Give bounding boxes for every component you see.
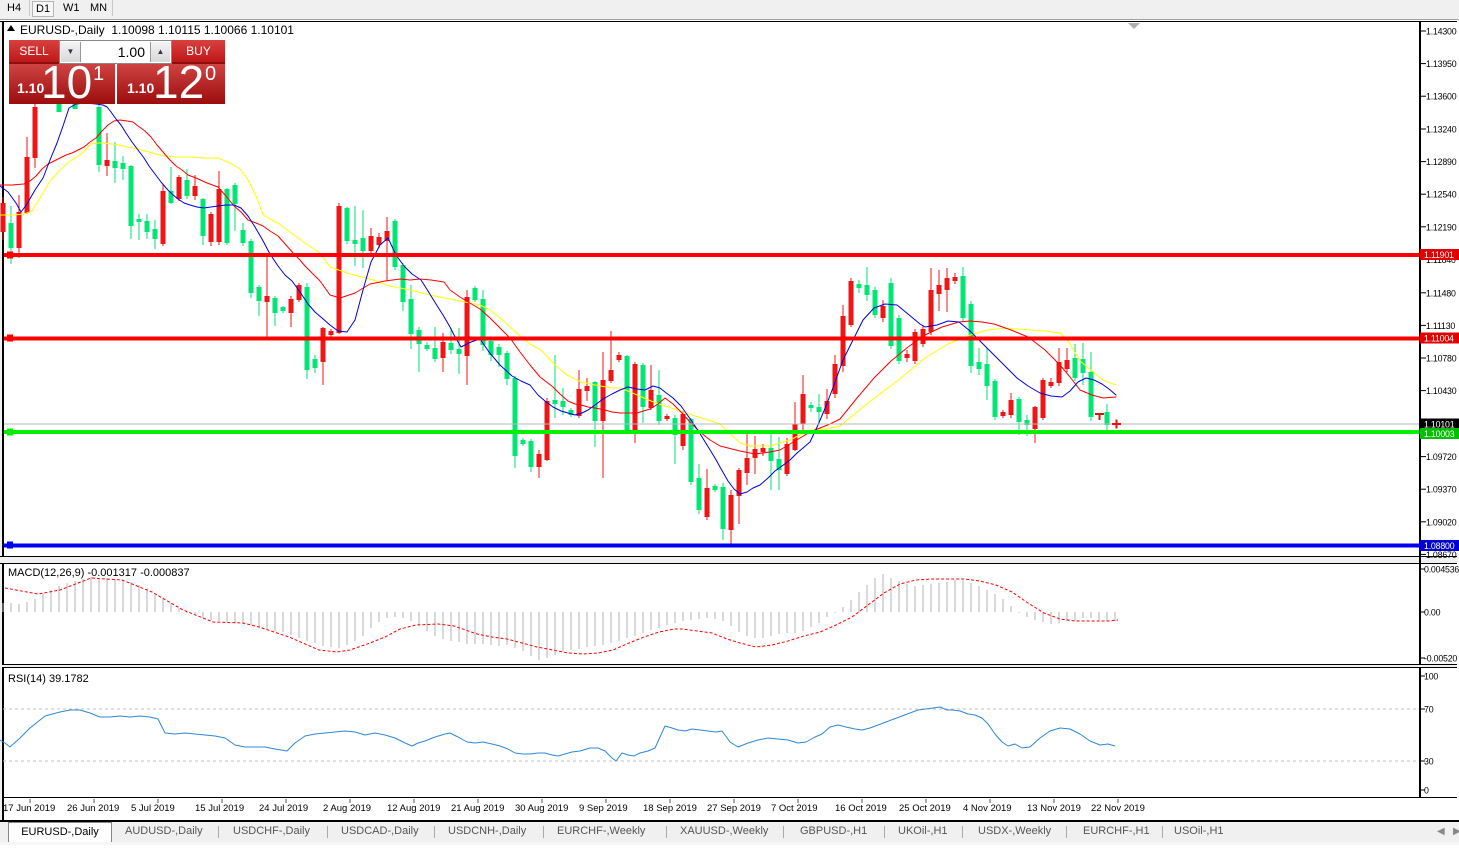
svg-text:1.10101: 1.10101 <box>1424 420 1455 430</box>
svg-text:1.08670: 1.08670 <box>1426 550 1457 560</box>
svg-text:7 Oct 2019: 7 Oct 2019 <box>771 803 817 814</box>
svg-text:1.10780: 1.10780 <box>1426 354 1457 364</box>
svg-text:1.10003: 1.10003 <box>1424 429 1455 439</box>
svg-text:1.11901: 1.11901 <box>1424 250 1454 260</box>
svg-text:1.13950: 1.13950 <box>1426 59 1457 69</box>
svg-text:27 Sep 2019: 27 Sep 2019 <box>707 803 761 814</box>
svg-text:12 Aug 2019: 12 Aug 2019 <box>387 803 440 814</box>
svg-text:16 Oct 2019: 16 Oct 2019 <box>835 803 887 814</box>
svg-text:-0.00520: -0.00520 <box>1424 654 1457 664</box>
svg-text:13 Nov 2019: 13 Nov 2019 <box>1027 803 1081 814</box>
svg-text:1.09370: 1.09370 <box>1426 485 1457 495</box>
svg-text:0: 0 <box>1424 786 1429 796</box>
svg-text:30 Aug 2019: 30 Aug 2019 <box>515 803 568 814</box>
svg-text:1.08800: 1.08800 <box>1424 541 1455 551</box>
svg-text:5 Jul 2019: 5 Jul 2019 <box>131 803 175 814</box>
svg-text:1.11480: 1.11480 <box>1426 288 1456 298</box>
svg-text:22 Nov 2019: 22 Nov 2019 <box>1091 803 1145 814</box>
svg-text:17 Jun 2019: 17 Jun 2019 <box>3 803 55 814</box>
svg-text:1.09020: 1.09020 <box>1426 517 1457 527</box>
svg-text:21 Aug 2019: 21 Aug 2019 <box>451 803 504 814</box>
svg-text:9 Sep 2019: 9 Sep 2019 <box>579 803 628 814</box>
svg-text:1.14300: 1.14300 <box>1426 27 1457 37</box>
svg-text:1.12890: 1.12890 <box>1426 157 1457 167</box>
svg-text:15 Jul 2019: 15 Jul 2019 <box>195 803 244 814</box>
svg-text:0.004536: 0.004536 <box>1424 565 1459 575</box>
svg-text:2 Aug 2019: 2 Aug 2019 <box>323 803 371 814</box>
svg-text:1.12190: 1.12190 <box>1426 222 1457 232</box>
svg-text:1.13600: 1.13600 <box>1426 92 1457 102</box>
svg-text:1.10430: 1.10430 <box>1426 386 1457 396</box>
svg-text:1.12540: 1.12540 <box>1426 190 1457 200</box>
svg-text:RSI(14) 39.1782: RSI(14) 39.1782 <box>8 673 89 685</box>
svg-text:70: 70 <box>1424 705 1434 715</box>
svg-text:EURUSD-,Daily 1.10098 1.10115: EURUSD-,Daily 1.10098 1.10115 1.10066 1.… <box>20 23 294 37</box>
svg-text:18 Sep 2019: 18 Sep 2019 <box>643 803 697 814</box>
svg-text:30: 30 <box>1424 757 1434 767</box>
svg-text:25 Oct 2019: 25 Oct 2019 <box>899 803 951 814</box>
svg-text:0.00: 0.00 <box>1424 608 1441 618</box>
svg-text:1.13240: 1.13240 <box>1426 125 1457 135</box>
svg-text:MACD(12,26,9) -0.001317 -0.000: MACD(12,26,9) -0.001317 -0.000837 <box>8 567 190 579</box>
svg-text:24 Jul 2019: 24 Jul 2019 <box>259 803 308 814</box>
svg-text:4 Nov 2019: 4 Nov 2019 <box>963 803 1012 814</box>
svg-text:1.11130: 1.11130 <box>1426 321 1455 331</box>
svg-text:1.09720: 1.09720 <box>1426 452 1457 462</box>
svg-text:26 Jun 2019: 26 Jun 2019 <box>67 803 119 814</box>
svg-text:100: 100 <box>1424 672 1438 682</box>
svg-text:1.11004: 1.11004 <box>1424 334 1454 344</box>
